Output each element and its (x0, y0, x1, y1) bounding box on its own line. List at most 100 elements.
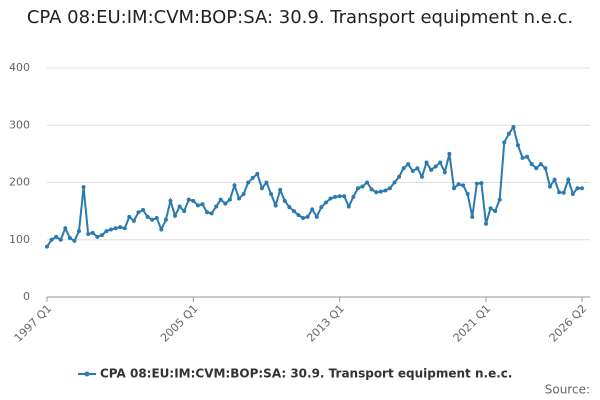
point (191, 198, 196, 203)
point (104, 229, 109, 234)
point (438, 160, 443, 165)
point (310, 207, 315, 212)
point (232, 183, 237, 188)
x-tick-label: 2021 Q1 (451, 302, 494, 345)
point (442, 170, 447, 175)
point (95, 234, 100, 239)
point (502, 140, 507, 145)
point (237, 196, 242, 201)
point (538, 162, 543, 167)
point (575, 186, 580, 191)
point (200, 202, 205, 207)
point (525, 154, 530, 159)
legend-marker (84, 371, 90, 377)
point (529, 162, 534, 167)
point (552, 177, 557, 182)
point (81, 185, 86, 190)
point (319, 205, 324, 210)
point (447, 151, 452, 156)
point (561, 190, 566, 195)
point (287, 205, 292, 210)
point (346, 204, 351, 209)
point (305, 214, 310, 219)
point (419, 174, 424, 179)
point (141, 207, 146, 212)
point (570, 191, 575, 196)
point (264, 180, 269, 185)
point (557, 190, 562, 195)
point (67, 236, 72, 241)
y-tick-label: 200 (9, 176, 30, 189)
point (488, 206, 493, 211)
y-tick-label: 300 (9, 118, 30, 131)
point (163, 217, 168, 222)
point (54, 234, 59, 239)
point (470, 214, 475, 219)
point (520, 155, 525, 160)
point (410, 169, 415, 174)
point (387, 186, 392, 191)
y-tick-label: 0 (23, 290, 30, 303)
point (456, 182, 461, 187)
y-tick-label: 400 (9, 61, 30, 74)
line (46, 124, 582, 248)
point (451, 186, 456, 191)
point (250, 175, 255, 180)
x-tick-label: 2005 Q1 (158, 302, 201, 345)
point (177, 204, 182, 209)
point (122, 226, 127, 231)
point (186, 197, 191, 202)
point (173, 213, 178, 218)
point (168, 198, 173, 203)
y-tick-label: 100 (9, 233, 30, 246)
point (246, 180, 251, 185)
point (72, 238, 77, 243)
point (86, 232, 91, 237)
point (259, 186, 264, 191)
chart-title: CPA 08:EU:IM:CVM:BOP:SA: 30.9. Transport… (26, 7, 574, 28)
point (109, 227, 114, 232)
point (136, 210, 141, 215)
point (131, 218, 136, 223)
point (515, 143, 520, 148)
point (479, 181, 484, 186)
point (90, 230, 95, 235)
point (374, 190, 379, 195)
point (383, 188, 388, 193)
point (209, 211, 214, 216)
point (543, 166, 548, 171)
point (566, 177, 571, 182)
x-tick-label: 2013 Q1 (304, 302, 347, 345)
point (301, 215, 306, 220)
point (223, 201, 228, 206)
point (328, 196, 333, 201)
point (273, 203, 278, 208)
point (269, 191, 274, 196)
point (154, 215, 159, 220)
point (534, 166, 539, 171)
point (547, 184, 552, 189)
point (205, 210, 210, 215)
point (150, 217, 155, 222)
point (424, 160, 429, 165)
point (159, 227, 164, 232)
legend-label: CPA 08:EU:IM:CVM:BOP:SA: 30.9. Transport… (100, 367, 512, 381)
point (127, 214, 132, 219)
point (314, 214, 319, 219)
point (63, 226, 68, 231)
point (278, 187, 283, 192)
point (58, 237, 63, 242)
point (291, 209, 296, 214)
point (282, 198, 287, 203)
point (49, 237, 54, 242)
point (113, 226, 118, 231)
point (218, 197, 223, 202)
point (406, 162, 411, 167)
point (378, 189, 383, 194)
point (355, 186, 360, 191)
point (351, 194, 356, 199)
x-tick-label: 1997 Q1 (12, 302, 55, 345)
point (365, 180, 370, 185)
